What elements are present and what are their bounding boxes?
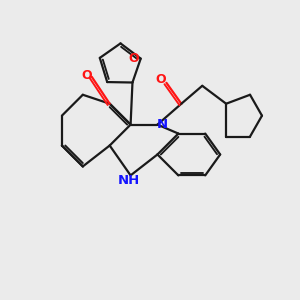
Text: O: O (156, 73, 167, 86)
Text: N: N (156, 118, 167, 131)
Text: O: O (81, 69, 92, 82)
Text: O: O (129, 52, 140, 65)
Text: NH: NH (118, 174, 140, 187)
